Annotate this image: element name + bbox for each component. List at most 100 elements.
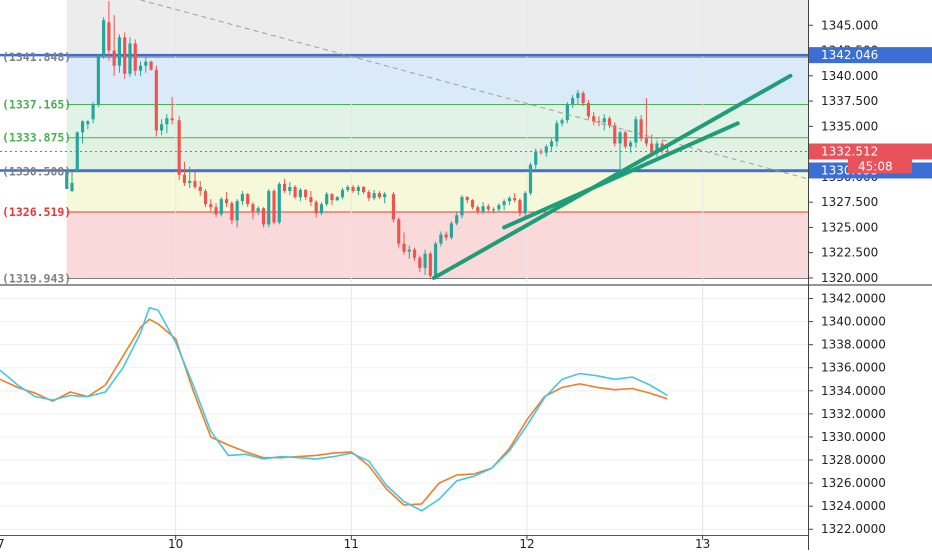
- candle: [571, 95, 575, 109]
- candle-body: [219, 199, 223, 215]
- candle: [607, 116, 612, 129]
- candle: [277, 181, 281, 225]
- candle: [182, 161, 187, 186]
- candle-body: [465, 197, 469, 201]
- candle-body: [177, 120, 181, 175]
- candle-body: [214, 207, 218, 215]
- candle-body: [407, 249, 411, 252]
- candle-body: [325, 194, 329, 205]
- candle: [340, 187, 345, 200]
- candle: [225, 192, 229, 208]
- candle-body: [571, 98, 575, 105]
- candle-body: [298, 190, 302, 198]
- candle: [219, 197, 223, 217]
- candle: [335, 196, 339, 202]
- candle-body: [460, 197, 464, 216]
- candle-body: [518, 200, 522, 214]
- candle-body: [282, 183, 287, 192]
- candle: [128, 37, 132, 77]
- time-axis[interactable]: 10 11 12 13 7: [0, 535, 710, 551]
- candle: [293, 184, 297, 200]
- candle-body: [650, 143, 654, 153]
- candle-body: [576, 92, 580, 99]
- candle-body: [497, 205, 501, 210]
- candle: [449, 221, 454, 240]
- indicator-axis-label: 1342.0000: [821, 292, 886, 306]
- candle-body: [544, 146, 548, 153]
- candle: [346, 184, 350, 193]
- candle-body: [170, 118, 174, 121]
- candle-body: [261, 208, 266, 225]
- candle: [154, 65, 158, 137]
- candle: [356, 184, 360, 196]
- time-axis-label: 12: [519, 537, 534, 550]
- candle-body: [267, 191, 271, 225]
- candle-body: [209, 204, 213, 208]
- fib-level-label: (1337.165): [2, 97, 71, 111]
- candle-body: [423, 253, 427, 268]
- candle: [592, 112, 596, 126]
- candle: [330, 193, 334, 206]
- price-axes[interactable]: 1345.0001342.5001340.0001337.5001335.000…: [808, 18, 886, 536]
- candle-body: [481, 206, 485, 212]
- candle-body: [586, 103, 591, 117]
- time-axis-label: 10: [168, 537, 183, 550]
- candle-body: [182, 174, 187, 183]
- candle: [434, 241, 438, 279]
- candle: [86, 120, 90, 130]
- candle-body: [112, 50, 116, 66]
- candle-body: [107, 22, 111, 51]
- candle: [629, 140, 633, 153]
- candle: [513, 193, 517, 203]
- fib-level-label: (1341.848): [2, 50, 71, 64]
- candle-body: [251, 204, 255, 212]
- current-price-badge-bg: [809, 143, 932, 160]
- fib-zone: [66, 104, 809, 138]
- candle: [528, 162, 533, 196]
- indicator-axis-label: 1322.0000: [821, 522, 886, 536]
- fib-zone: [66, 137, 809, 172]
- candle: [235, 199, 239, 228]
- candle-body: [372, 193, 376, 199]
- candle-body: [96, 55, 100, 105]
- fibonacci-labels: (1341.848) (1337.165) (1333.875) (1330.508)…: [2, 50, 71, 285]
- indicator-axis-label: 1328.0000: [821, 453, 886, 467]
- candle: [198, 180, 202, 197]
- candle-body: [607, 118, 612, 126]
- candle-body: [70, 182, 74, 192]
- candle: [455, 212, 459, 226]
- candle-body: [272, 191, 276, 223]
- indicator-axis-label: 1334.0000: [821, 384, 886, 398]
- indicator-axis-label: 1324.0000: [821, 499, 886, 513]
- candle: [439, 231, 443, 247]
- candle-body: [602, 118, 606, 123]
- indicator-line: [0, 306, 668, 512]
- candle: [91, 102, 95, 124]
- time-axis-label: 13: [695, 537, 710, 550]
- candle-body: [513, 198, 517, 201]
- candle: [497, 203, 501, 213]
- candle: [107, 1, 111, 61]
- candle-body: [149, 61, 153, 70]
- fib-level-label: (1333.875): [2, 131, 71, 145]
- candle: [412, 247, 417, 261]
- indicator-series: [0, 306, 668, 512]
- candle: [655, 140, 659, 157]
- fibonacci-retracement: [66, 0, 809, 280]
- candle: [634, 116, 638, 148]
- candle-body: [418, 257, 422, 268]
- candle: [319, 202, 324, 216]
- candle-body: [362, 186, 366, 193]
- candle-body: [256, 208, 260, 212]
- candle-body: [138, 65, 143, 71]
- candle-body: [455, 215, 459, 224]
- trendline: [502, 121, 740, 230]
- candle-body: [91, 104, 95, 120]
- candle: [486, 204, 490, 213]
- candle-body: [293, 186, 297, 198]
- candle: [165, 114, 169, 134]
- candle-body: [597, 121, 601, 123]
- candle: [581, 90, 585, 107]
